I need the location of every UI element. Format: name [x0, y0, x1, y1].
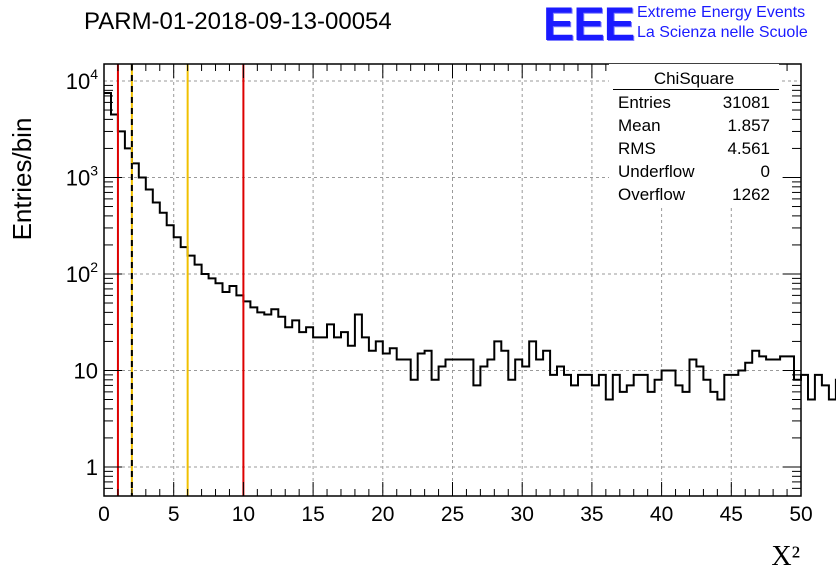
- x-tick-label: 15: [301, 503, 324, 526]
- grid-layer: [104, 64, 801, 496]
- stats-title: ChiSquare: [653, 69, 735, 88]
- x-tick-label: 5: [168, 503, 180, 526]
- y-tick-label: 104: [66, 66, 98, 94]
- stats-label: Underflow: [618, 162, 695, 181]
- run-title: PARM-01-2018-09-13-00054: [84, 8, 392, 35]
- stats-label: RMS: [618, 139, 656, 158]
- stats-row-rms: RMS 4.561: [618, 139, 770, 161]
- stats-label: Entries: [618, 93, 671, 112]
- y-tick-label: 103: [66, 162, 98, 190]
- x-tick-label: 0: [98, 503, 110, 526]
- x-axis-label: X²: [771, 541, 800, 572]
- x-tick-label: 40: [650, 503, 673, 526]
- histogram-steps: [104, 92, 836, 401]
- x-tick-label: 20: [371, 503, 394, 526]
- stats-divider: [613, 89, 779, 90]
- x-tick-label: 25: [441, 503, 464, 526]
- stats-value: 1.857: [727, 116, 770, 135]
- x-tick-label: 30: [511, 503, 534, 526]
- x-tick-label: 10: [232, 503, 255, 526]
- histogram-series: [104, 92, 836, 401]
- stats-value: 0: [760, 162, 770, 181]
- eee-logo-line1: Extreme Energy Events: [637, 4, 806, 21]
- x-tick-label: 35: [580, 503, 603, 526]
- x-tick-label: 50: [789, 503, 812, 526]
- stats-row-underflow: Underflow 0: [618, 162, 770, 184]
- x-tick-labels: 0 5 10 15 20 25 30 35 40 45 50: [98, 503, 813, 526]
- stats-label: Mean: [618, 116, 661, 135]
- stats-label: Overflow: [618, 185, 686, 204]
- y-tick-label: 102: [66, 259, 98, 287]
- y-tick-label: 1: [86, 455, 98, 480]
- stats-value: 1262: [732, 185, 770, 204]
- stats-value: 31081: [722, 93, 770, 112]
- y-axis-label: Entries/bin: [7, 118, 37, 241]
- y-tick-label: 10: [74, 358, 98, 383]
- stats-row-mean: Mean 1.857: [618, 116, 770, 138]
- stats-row-overflow: Overflow 1262: [618, 185, 770, 207]
- y-tick-labels: 1 10 102 103 104: [66, 66, 98, 480]
- eee-logo: EEE: [543, 0, 635, 50]
- axis-ticks: [103, 64, 802, 497]
- marker-lines: [116, 64, 245, 496]
- stats-row-entries: Entries 31081: [618, 93, 770, 115]
- eee-logo-line2: La Scienza nelle Scuole: [637, 24, 808, 41]
- stats-value: 4.561: [727, 139, 770, 158]
- x-tick-label: 45: [720, 503, 743, 526]
- stats-box: ChiSquare Entries 31081 Mean 1.857 RMS 4…: [609, 64, 779, 206]
